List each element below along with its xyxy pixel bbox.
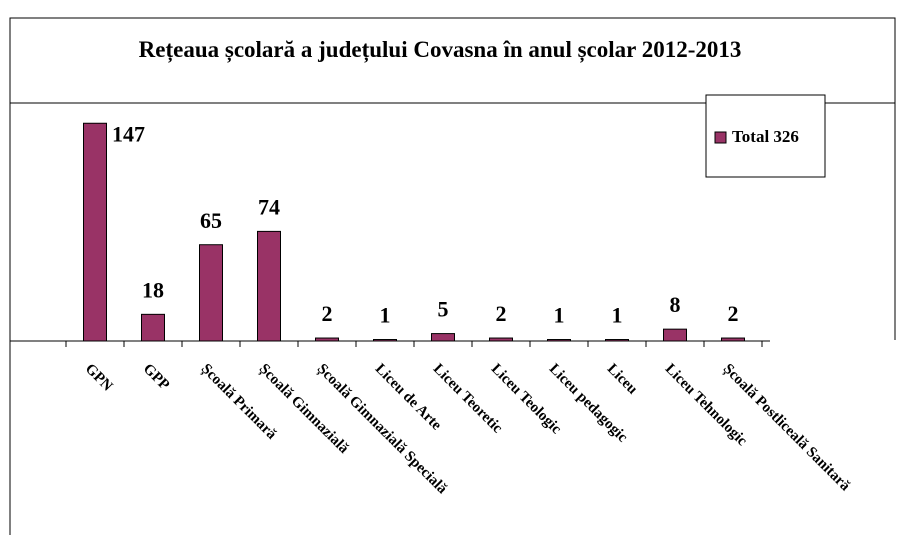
bar: [547, 339, 571, 342]
data-label: 65: [200, 208, 222, 233]
data-label: 1: [554, 303, 565, 328]
data-label: 147: [112, 121, 145, 146]
data-label: 74: [258, 194, 280, 219]
legend-label: Total 326: [732, 127, 799, 146]
x-tick-label: GPN: [82, 361, 116, 395]
x-tick-label: Liceu: [604, 361, 641, 398]
data-label: 8: [670, 292, 681, 317]
bar: [431, 333, 455, 342]
data-label: 1: [612, 303, 623, 328]
data-label: 5: [438, 297, 449, 322]
bar: [315, 337, 339, 342]
data-label: 2: [322, 301, 333, 326]
bar: [489, 337, 513, 342]
legend-swatch: [714, 131, 727, 144]
bar: [373, 339, 397, 342]
data-label: 2: [728, 301, 739, 326]
bar: [663, 328, 687, 342]
bar: [141, 313, 165, 342]
bar: [721, 337, 745, 342]
chart-frame: [9, 17, 896, 535]
data-label: 18: [142, 277, 164, 302]
bar: [83, 122, 107, 342]
data-label: 2: [496, 301, 507, 326]
data-label: 1: [380, 303, 391, 328]
chart-title: Rețeaua școlară a județului Covasna în a…: [138, 37, 742, 62]
bar: [199, 244, 223, 342]
bar: [257, 230, 281, 342]
x-tick-label: GPP: [140, 361, 173, 394]
bar: [605, 339, 629, 342]
